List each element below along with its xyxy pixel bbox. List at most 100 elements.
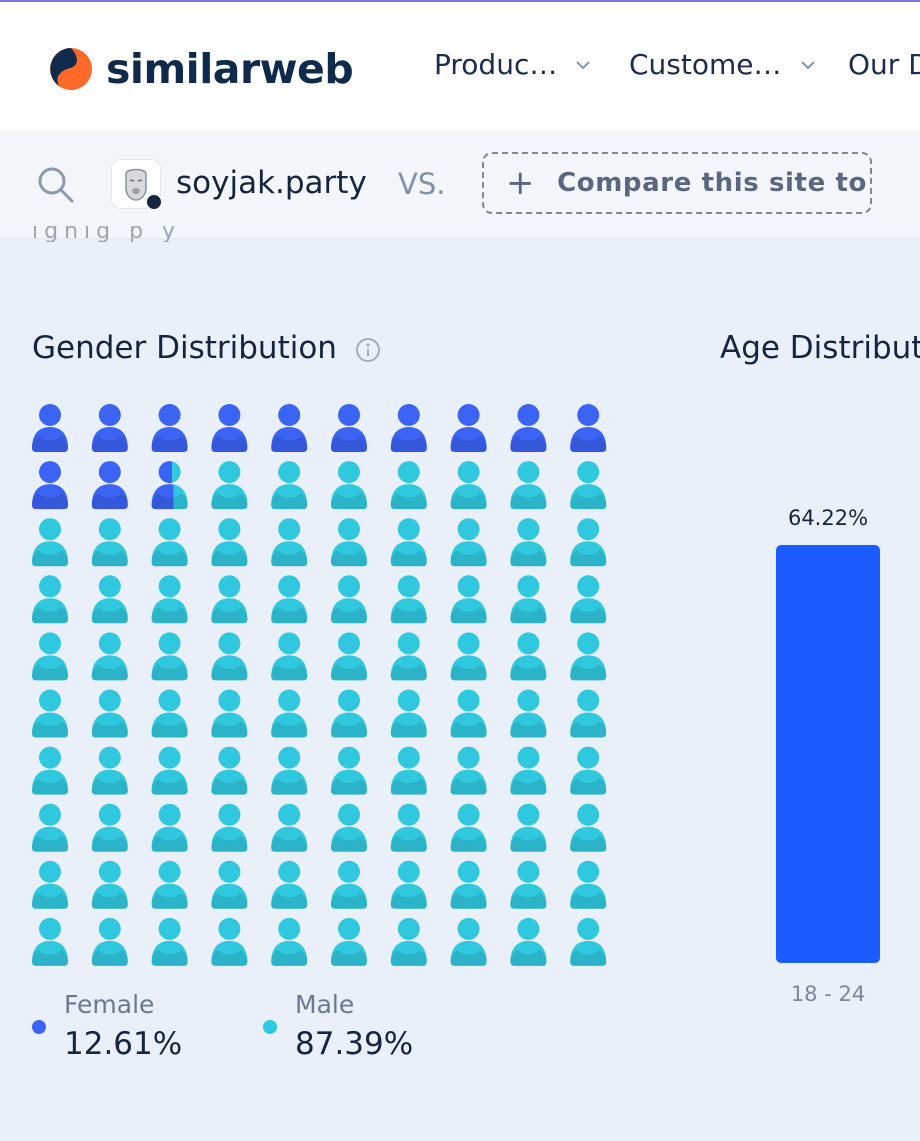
person-icon [32,689,68,738]
person-icon [510,746,547,795]
person-icon [32,404,68,452]
person-icon [510,575,547,624]
gender-pictograph [32,404,607,966]
person-icon [390,803,427,852]
person-icon [91,518,128,567]
person-icon [570,860,607,909]
person-icon [91,803,128,852]
person-icon [32,860,68,909]
info-icon[interactable] [355,337,381,363]
person-icon [271,860,308,909]
person-icon [510,917,547,966]
age-bar [776,545,880,963]
person-icon [570,803,607,852]
person-icon [271,404,308,452]
site-header: similarweb Produc… Custome… Our D [0,2,920,130]
person-icon [510,803,547,852]
top-accent-line [0,0,920,2]
person-icon [331,461,367,510]
person-icon [450,404,487,452]
person-icon [390,860,427,909]
person-icon [211,632,248,681]
legend-male-dot [263,1020,277,1034]
person-icon [450,461,487,510]
person-icon [271,518,308,567]
person-icon [390,917,427,966]
person-icon [331,917,367,966]
person-icon [390,404,427,452]
nav-our-data[interactable]: Our D [848,48,920,81]
person-icon [510,860,547,909]
site-favicon [112,160,163,211]
person-icon [91,689,128,738]
person-icon [510,632,547,681]
site-name[interactable]: soyjak.party [176,165,367,201]
soyjak-face-icon [125,168,147,201]
person-icon [271,917,308,966]
person-icon [570,461,607,510]
age-title: Age Distribut [720,330,920,366]
person-icon [450,917,487,966]
vs-label: VS. [398,167,446,201]
person-icon [331,746,367,795]
person-icon [390,632,427,681]
person-icon [151,803,188,852]
nav-products-label: Produc… [434,48,558,81]
person-icon [271,575,308,624]
person-icon [91,860,128,909]
plus-icon: + [506,163,536,203]
person-icon [151,860,188,909]
person-icon [32,632,68,681]
legend-female-dot [32,1020,46,1034]
chevron-down-icon [576,60,591,69]
person-icon [91,404,128,452]
legend-female-value: 12.61% [64,1026,183,1062]
gender-title: Gender Distribution [32,330,337,366]
search-icon[interactable] [34,163,76,205]
person-icon [331,860,367,909]
person-icon [390,689,427,738]
person-icon [151,518,188,567]
person-icon [570,404,607,452]
person-icon [91,632,128,681]
person-icon [331,404,367,452]
person-icon [151,689,188,738]
age-bar-tick-label: 18 - 24 [791,982,865,1006]
person-icon [570,518,607,567]
person-icon [450,689,487,738]
person-icon [91,917,128,966]
nav-customers[interactable]: Custome… [629,48,816,81]
person-icon [151,632,188,681]
person-icon [211,518,248,567]
person-icon [151,917,188,966]
person-icon [211,575,248,624]
person-icon [271,803,308,852]
person-icon [331,632,367,681]
legend-male-value: 87.39% [295,1026,414,1062]
similarweb-logo-mark-icon [50,48,92,90]
person-icon [271,746,308,795]
person-icon [211,461,248,510]
compare-site-button[interactable]: + Compare this site to [482,152,872,214]
gender-section-title: Gender Distribution [32,330,381,366]
person-icon [390,461,427,510]
person-icon [331,518,367,567]
person-icon [331,575,367,624]
logo-text: similarweb [106,45,354,93]
person-icon [32,803,68,852]
person-icon [151,461,188,510]
legend-male-label: Male [295,990,355,1019]
person-icon [570,689,607,738]
person-icon [390,575,427,624]
similarweb-logo[interactable]: similarweb [48,44,354,94]
nav-products[interactable]: Produc… [434,48,591,81]
person-icon [32,461,68,510]
person-icon [570,917,607,966]
status-dot [145,193,163,211]
person-icon [450,746,487,795]
person-icon [32,575,68,624]
person-icon [570,746,607,795]
person-icon [510,518,547,567]
cut-off-description: ighig p y [32,226,182,242]
person-icon [151,404,188,452]
